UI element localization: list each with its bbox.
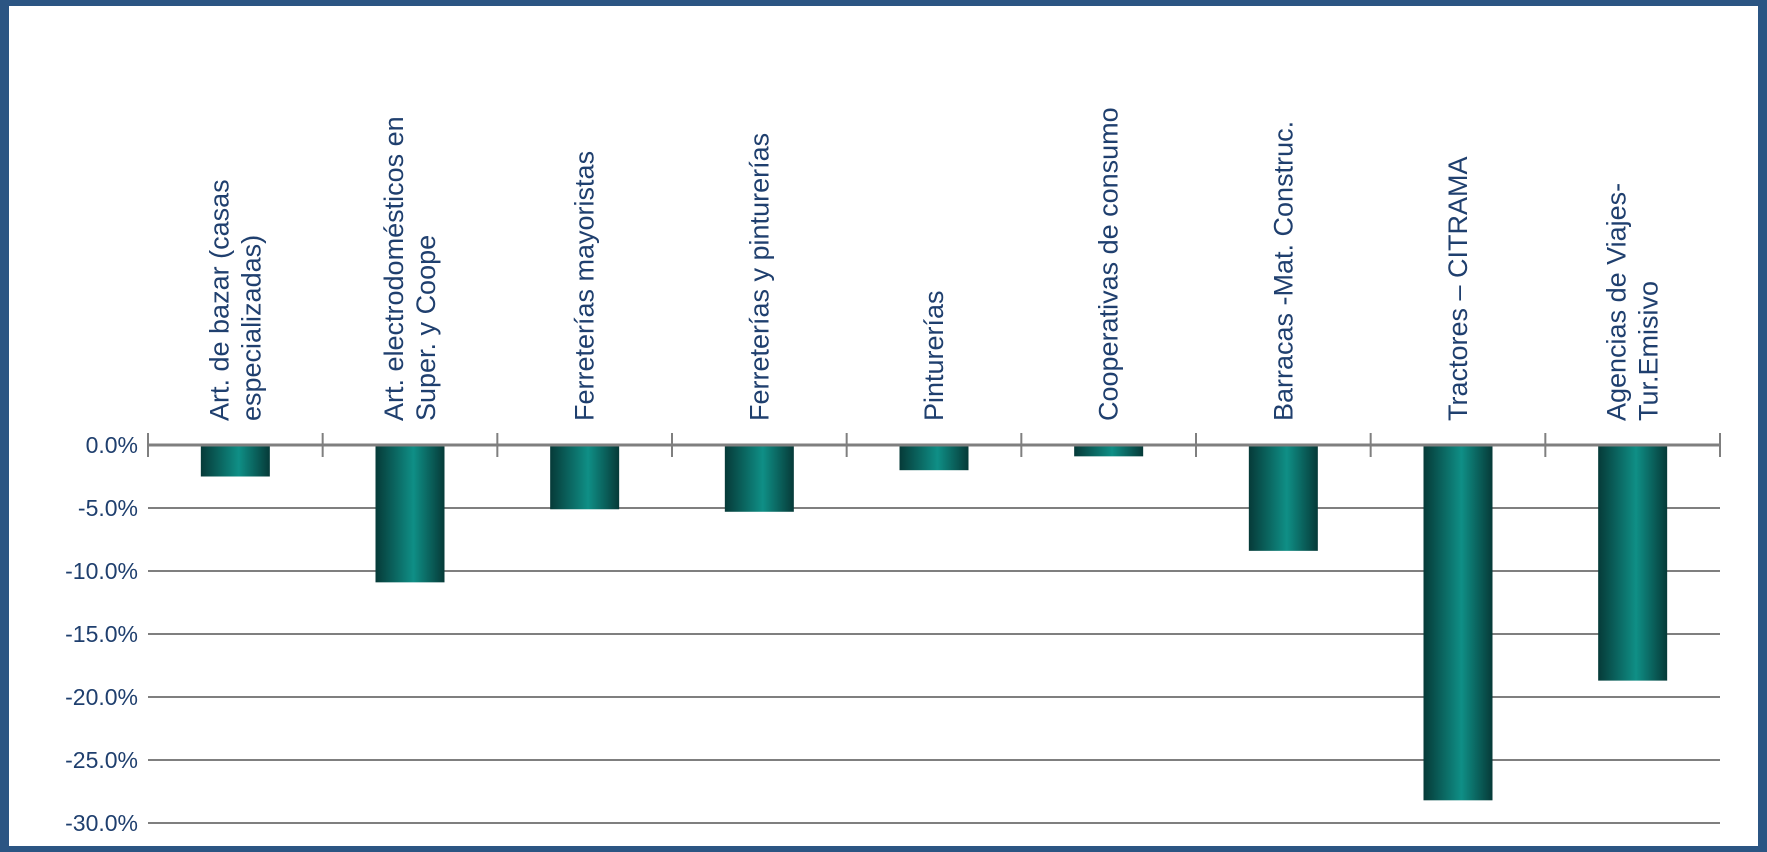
category-labels: Art. de bazar (casas especializadas) Art. … xyxy=(204,107,1663,421)
category-label-line: Super. y Coope xyxy=(411,235,441,421)
bar-chart: 0.0%-5.0%-10.0%-15.0%-20.0%-25.0%-30.0% … xyxy=(65,107,1721,836)
category-label-line: Pinturerías xyxy=(919,290,949,421)
y-tick-label: -30.0% xyxy=(65,810,138,836)
bar xyxy=(1074,445,1144,457)
category-label-line: Barracas -Mat. Construc. xyxy=(1268,121,1298,421)
bar xyxy=(899,445,969,471)
bar xyxy=(1598,445,1668,681)
category-label: Ferreterías y pinturerías xyxy=(744,133,774,421)
y-axis-tick-labels: 0.0% -5.0% -10.0% -15.0% -20.0% -25.0% -30.0% xyxy=(65,432,138,836)
y-tick-label: -10.0% xyxy=(65,558,138,584)
category-label-line: especializadas) xyxy=(236,235,266,421)
y-tick-label: -5.0% xyxy=(78,495,138,521)
x-axis xyxy=(147,433,1721,457)
category-label: Pinturerías xyxy=(919,290,949,421)
bar xyxy=(1248,445,1318,551)
bar xyxy=(550,445,620,510)
category-label-line: Agencias de Viajes- xyxy=(1602,183,1632,421)
y-tick-label: -20.0% xyxy=(65,684,138,710)
category-label-line: Art. de bazar (casas xyxy=(204,179,234,421)
category-label: Agencias de Viajes- Tur.Emisivo xyxy=(1602,183,1664,421)
category-label: Cooperativas de consumo xyxy=(1094,107,1124,421)
category-label-line: Ferreterías mayoristas xyxy=(570,151,600,421)
chart-frame: 0.0% -5.0% -10.0% -15.0% -20.0% -25.0% -30.0% … xyxy=(9,6,1758,846)
bars xyxy=(200,445,1668,801)
category-label-line: Ferreterías y pinturerías xyxy=(744,133,774,421)
category-label: Ferreterías mayoristas xyxy=(570,151,600,421)
y-tick-label: -25.0% xyxy=(65,747,138,773)
category-label-line: Art. electrodomésticos en xyxy=(379,116,409,421)
category-label-line: Cooperativas de consumo xyxy=(1094,107,1124,421)
bar xyxy=(724,445,794,512)
category-label: Barracas -Mat. Construc. xyxy=(1268,121,1298,421)
category-label: Tractores – CITRAMA xyxy=(1443,156,1473,421)
bar xyxy=(375,445,445,583)
category-label-line: Tur.Emisivo xyxy=(1634,281,1664,421)
bar xyxy=(200,445,270,477)
y-tick-label: -15.0% xyxy=(65,621,138,647)
category-label: Art. de bazar (casas especializadas) xyxy=(204,179,266,421)
bar xyxy=(1423,445,1493,801)
y-tick-label: 0.0% xyxy=(86,432,138,458)
category-label: Art. electrodomésticos en Super. y Coope xyxy=(379,116,441,421)
category-label-line: Tractores – CITRAMA xyxy=(1443,156,1473,421)
